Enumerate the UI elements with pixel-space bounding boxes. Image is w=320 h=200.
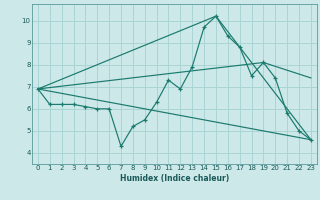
X-axis label: Humidex (Indice chaleur): Humidex (Indice chaleur) xyxy=(120,174,229,183)
